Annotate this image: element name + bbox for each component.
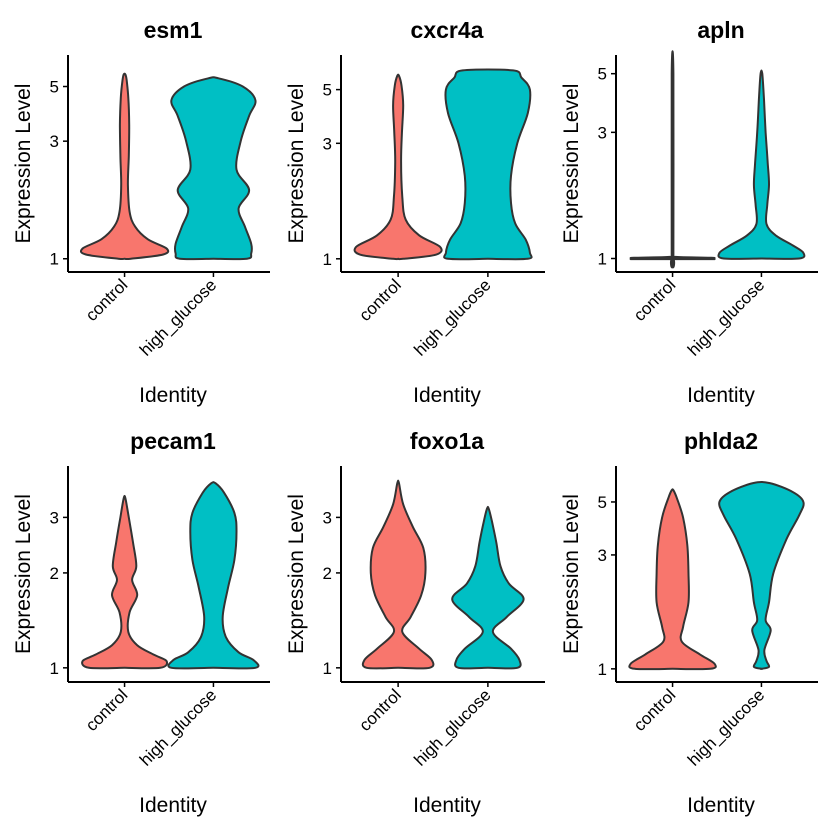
violin-high_glucose xyxy=(443,68,533,261)
violin-control xyxy=(353,73,443,261)
y-axis-label: Expression Level xyxy=(285,494,308,654)
y-tick-label: 5 xyxy=(323,81,332,100)
x-tick-label-high_glucose: high_glucose xyxy=(684,685,768,769)
x-axis-label: Identity xyxy=(413,794,481,817)
violin-control xyxy=(628,488,717,671)
x-tick-label-control: control xyxy=(630,685,680,735)
panel-esm1: esm1 Expression Level 1 3 5 control high_gluco… xyxy=(12,17,270,407)
x-axis-label: Identity xyxy=(139,794,207,817)
x-axis-label: Identity xyxy=(139,384,207,407)
y-tick-label: 2 xyxy=(50,564,59,583)
x-tick-label-high_glucose: high_glucose xyxy=(136,275,220,359)
panel-apln: apln Expression Level 1 3 5 control high_gluco… xyxy=(560,17,818,407)
panel-pecam1: pecam1 Expression Level 1 2 3 control high_glu… xyxy=(12,428,270,817)
panel-phlda2: phlda2 Expression Level 1 3 5 control high_glu… xyxy=(560,428,818,817)
y-tick-label: 1 xyxy=(50,250,59,269)
y-tick-label: 1 xyxy=(598,250,607,269)
x-tick-label-control: control xyxy=(82,275,132,325)
panel-title: cxcr4a xyxy=(411,17,484,43)
x-tick-label-control: control xyxy=(355,685,405,735)
violin-high_glucose xyxy=(717,69,806,260)
x-tick-label-control: control xyxy=(355,275,405,325)
y-tick-label: 1 xyxy=(598,660,607,679)
x-tick-label-control: control xyxy=(82,685,132,735)
y-tick-label: 3 xyxy=(598,123,607,142)
y-axis-label: Expression Level xyxy=(285,84,308,244)
violin-control xyxy=(79,72,170,261)
y-tick-label: 3 xyxy=(50,132,59,151)
y-tick-label: 3 xyxy=(323,134,332,153)
x-axis-label: Identity xyxy=(687,794,755,817)
x-tick-label-control: control xyxy=(630,275,680,325)
violin-high_glucose xyxy=(451,505,525,670)
violin-high_glucose xyxy=(718,480,805,670)
panel-cxcr4a: cxcr4a Expression Level 1 3 5 control high_glu… xyxy=(285,17,545,407)
x-tick-label-high_glucose: high_glucose xyxy=(410,275,494,359)
violin-high_glucose xyxy=(170,76,257,261)
y-tick-label: 5 xyxy=(50,78,59,97)
y-axis-label: Expression Level xyxy=(560,84,583,244)
y-tick-label: 5 xyxy=(598,493,607,512)
panel-title: esm1 xyxy=(144,17,203,43)
violin-control xyxy=(361,479,435,670)
violin-control xyxy=(81,494,169,670)
y-axis-label: Expression Level xyxy=(12,494,35,654)
x-tick-label-high_glucose: high_glucose xyxy=(684,275,768,359)
violin-control xyxy=(629,50,716,269)
y-tick-label: 1 xyxy=(323,659,332,678)
x-tick-label-high_glucose: high_glucose xyxy=(136,685,220,769)
y-tick-label: 1 xyxy=(323,250,332,269)
x-tick-label-high_glucose: high_glucose xyxy=(410,685,494,769)
panel-title: foxo1a xyxy=(410,428,484,454)
y-tick-label: 2 xyxy=(323,564,332,583)
panel-foxo1a: foxo1a Expression Level 1 2 3 control high_glu… xyxy=(285,428,545,817)
panel-title: phlda2 xyxy=(684,428,758,454)
y-tick-label: 3 xyxy=(323,508,332,527)
panel-title: pecam1 xyxy=(130,428,216,454)
y-tick-label: 5 xyxy=(598,65,607,84)
y-axis-label: Expression Level xyxy=(12,84,35,244)
x-axis-label: Identity xyxy=(413,384,481,407)
x-axis-label: Identity xyxy=(687,384,755,407)
y-tick-label: 3 xyxy=(50,508,59,527)
y-axis-label: Expression Level xyxy=(560,494,583,654)
violin-high_glucose xyxy=(167,481,260,670)
panel-title: apln xyxy=(697,17,744,43)
y-tick-label: 3 xyxy=(598,546,607,565)
y-tick-label: 1 xyxy=(50,659,59,678)
